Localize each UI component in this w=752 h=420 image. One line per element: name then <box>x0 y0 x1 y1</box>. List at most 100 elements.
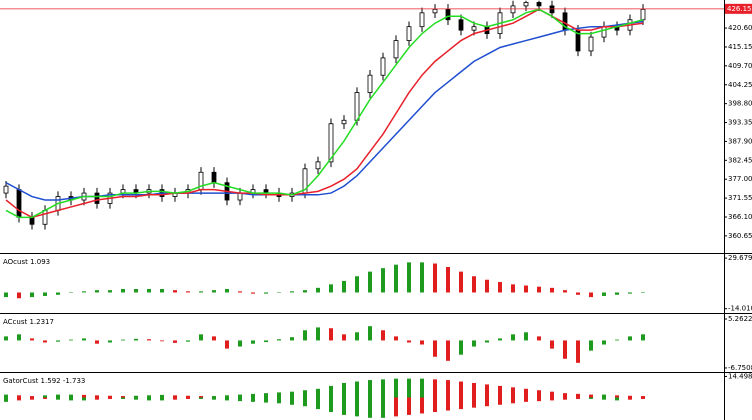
candle-body <box>588 36 594 52</box>
histogram-bar <box>160 340 164 342</box>
histogram-bar <box>498 385 502 398</box>
y-tick-label: 29.679 <box>728 254 752 262</box>
histogram-bar <box>589 397 593 399</box>
histogram-bar <box>199 334 203 341</box>
histogram-bar <box>43 292 47 296</box>
y-tick-label: -6.7508 <box>728 364 752 372</box>
histogram-bar <box>316 287 320 293</box>
histogram-bar <box>303 290 307 293</box>
candle-body <box>419 12 425 28</box>
histogram-bar <box>4 292 8 298</box>
histogram-bar <box>355 381 359 398</box>
histogram-bar <box>212 396 216 398</box>
histogram-bar <box>82 394 86 398</box>
histogram-bar <box>563 393 567 398</box>
histogram-bar <box>628 395 632 398</box>
histogram-bar <box>316 327 320 341</box>
histogram-bar <box>173 395 177 398</box>
histogram-bar <box>30 292 34 298</box>
histogram-bar <box>264 393 268 398</box>
histogram-bar <box>420 340 424 345</box>
histogram-bar <box>95 397 99 400</box>
histogram-bar <box>576 393 580 398</box>
candle-body <box>445 8 451 21</box>
y-tick-label: 415.15 <box>728 43 752 51</box>
histogram-bar <box>82 291 86 293</box>
histogram-bar <box>407 340 411 343</box>
price-tag-label: 426.15 <box>727 5 752 13</box>
histogram-bar <box>498 282 502 293</box>
histogram-bar <box>459 397 463 410</box>
histogram-bar <box>641 396 645 398</box>
histogram-bar <box>134 289 138 293</box>
histogram-bar <box>251 397 255 402</box>
candle-body <box>380 57 386 76</box>
histogram-bar <box>173 290 177 293</box>
histogram-bar <box>420 397 424 414</box>
histogram-bar <box>329 397 333 413</box>
histogram-bar <box>628 292 632 294</box>
histogram-bar <box>472 276 476 293</box>
histogram-bar <box>238 291 242 293</box>
histogram-bar <box>589 340 593 351</box>
histogram-bar <box>199 396 203 398</box>
candle-body <box>406 26 412 41</box>
y-tick-label: 398.80 <box>728 100 752 108</box>
histogram-bar <box>316 397 320 410</box>
histogram-bar <box>407 262 411 293</box>
histogram-bar <box>43 340 47 343</box>
histogram-bar <box>550 391 554 398</box>
pane-title: GatorCust 1.592 -1.733 <box>3 377 85 385</box>
histogram-bar <box>342 280 346 293</box>
histogram-bar <box>563 340 567 359</box>
candle-body <box>237 192 243 201</box>
histogram-bar <box>394 336 398 341</box>
histogram-bar <box>446 267 450 293</box>
histogram-bar <box>381 379 385 398</box>
histogram-bar <box>485 340 489 343</box>
histogram-bar <box>303 330 307 341</box>
candle-body <box>601 26 607 38</box>
histogram-bar <box>511 397 515 404</box>
histogram-bar <box>160 394 164 398</box>
histogram-bar <box>238 394 242 398</box>
candle-body <box>29 216 35 225</box>
histogram-bar <box>121 289 125 293</box>
histogram-bar <box>524 332 528 341</box>
histogram-bar <box>550 397 554 401</box>
histogram-bar <box>615 395 619 398</box>
candle-body <box>471 26 477 31</box>
histogram-bar <box>69 339 73 341</box>
histogram-bar <box>459 381 463 398</box>
histogram-bar <box>524 285 528 293</box>
histogram-bar <box>433 263 437 293</box>
y-tick-label: 377.00 <box>728 175 752 183</box>
candle-body <box>211 171 217 184</box>
histogram-bar <box>186 395 190 398</box>
histogram-bar <box>511 334 515 341</box>
histogram-bar <box>459 340 463 355</box>
histogram-bar <box>537 397 541 402</box>
histogram-bar <box>251 292 255 294</box>
histogram-bar <box>368 380 372 398</box>
histogram-bar <box>303 390 307 398</box>
histogram-bar <box>615 339 619 341</box>
histogram-bar <box>433 397 437 413</box>
histogram-bar <box>121 396 125 398</box>
histogram-bar <box>147 397 151 401</box>
histogram-bar <box>355 332 359 341</box>
histogram-bar <box>134 395 138 398</box>
histogram-bar <box>641 292 645 293</box>
histogram-bar <box>108 340 112 343</box>
histogram-bar <box>251 393 255 398</box>
histogram-bar <box>43 395 47 398</box>
histogram-bar <box>550 340 554 349</box>
candle-body <box>16 189 22 218</box>
histogram-bar <box>615 292 619 295</box>
histogram-bar <box>147 395 151 398</box>
histogram-bar <box>264 340 268 343</box>
histogram-bar <box>446 340 450 361</box>
candle-body <box>367 74 373 93</box>
histogram-bar <box>186 291 190 293</box>
histogram-bar <box>485 384 489 398</box>
